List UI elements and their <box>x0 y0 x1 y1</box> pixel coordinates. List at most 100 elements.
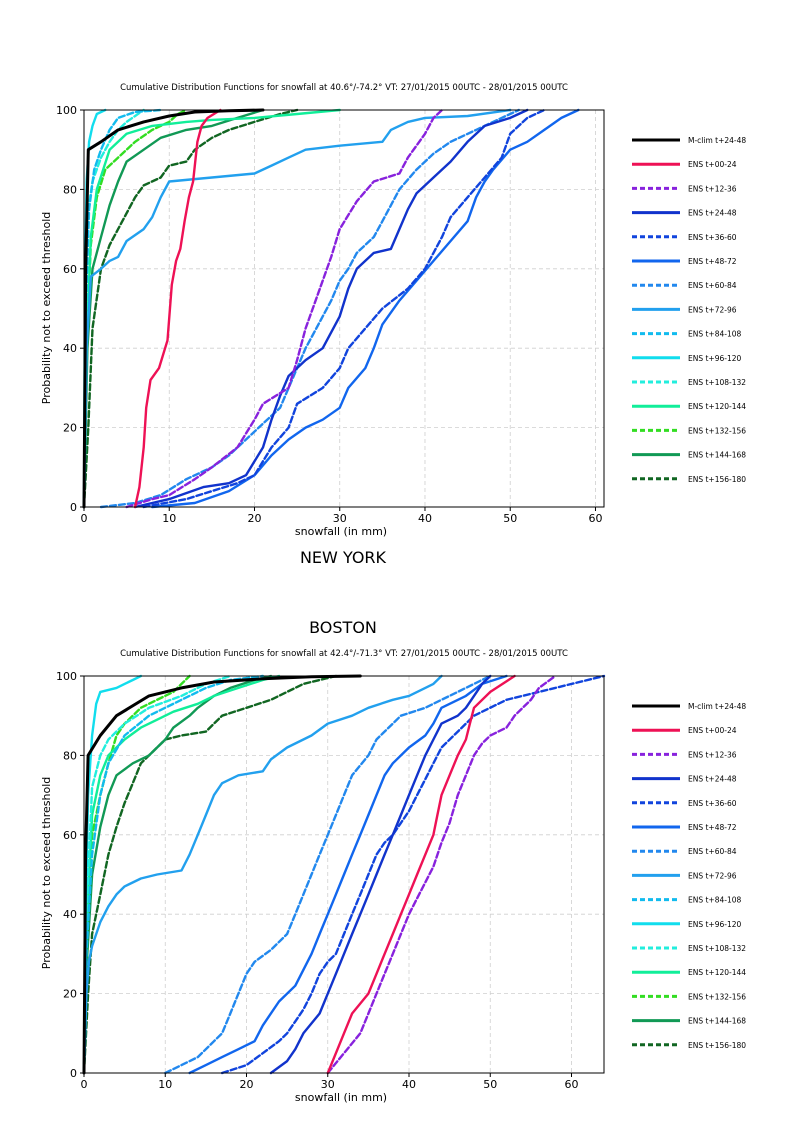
boston-y-tick-label: 100 <box>56 670 77 683</box>
new-york-legend-label: ENS t+156-180 <box>688 475 746 484</box>
new-york-x-tick-label: 0 <box>81 512 88 525</box>
new-york-legend-label: ENS t+96-120 <box>688 354 742 363</box>
boston-series-line <box>82 674 338 1075</box>
boston-legend-label: ENS t+36-60 <box>688 799 737 808</box>
new-york-series-line <box>82 108 145 509</box>
new-york-legend-label: ENS t+120-144 <box>688 402 746 411</box>
boston-legend-label: ENS t+132-156 <box>688 992 746 1001</box>
boston-legend-label: ENS t+96-120 <box>688 920 742 929</box>
new-york-location-label: NEW YORK <box>300 548 387 567</box>
boston-series-lines <box>82 674 606 1075</box>
new-york-series-line <box>82 108 299 509</box>
new-york-legend-label: ENS t+144-168 <box>688 451 746 460</box>
boston-legend: M-clim t+24-48 ENS t+00-24 ENS t+12-36 ENS … <box>632 702 746 1050</box>
boston-legend-label: ENS t+00-24 <box>688 726 737 735</box>
boston-series-line <box>269 674 492 1075</box>
boston-legend-label: ENS t+12-36 <box>688 750 737 759</box>
new-york-legend-label: M-clim t+24-48 <box>688 136 746 145</box>
boston-y-tick-label: 20 <box>63 988 77 1001</box>
boston-x-tick-label: 30 <box>321 1078 335 1091</box>
boston-series-line <box>82 674 362 1075</box>
new-york-series-line <box>151 108 580 509</box>
boston-legend-label: ENS t+48-72 <box>688 823 737 832</box>
boston-y-tick-label: 0 <box>70 1067 77 1080</box>
boston-legend-label: ENS t+60-84 <box>688 847 737 856</box>
new-york-series-line <box>133 108 529 509</box>
boston-legend-label: ENS t+72-96 <box>688 871 737 880</box>
boston-legend-label: ENS t+156-180 <box>688 1041 746 1050</box>
boston-axes: 0 10 20 30 40 50 60 0 20 40 60 80 100 <box>56 670 605 1091</box>
boston-y-axis-label: Probability not to exceed threshold <box>40 777 53 969</box>
new-york-legend-label: ENS t+108-132 <box>688 378 746 387</box>
boston-chart-title: Cumulative Distribution Functions for sn… <box>120 649 568 659</box>
new-york-y-tick-label: 60 <box>63 263 77 276</box>
boston-plot-frame <box>83 675 605 1074</box>
new-york-chart: Cumulative Distribution Functions for sn… <box>40 83 746 567</box>
new-york-axes: 0 10 20 30 40 50 60 0 20 40 60 80 100 <box>56 104 605 525</box>
new-york-series-line <box>99 108 520 509</box>
new-york-y-tick-label: 0 <box>70 501 77 514</box>
boston-x-tick-label: 50 <box>483 1078 497 1091</box>
boston-series-line <box>82 674 264 1075</box>
new-york-series-line <box>82 108 265 509</box>
boston-location-label: BOSTON <box>309 618 377 637</box>
boston-series-line <box>82 674 281 1075</box>
boston-series-line <box>326 674 557 1075</box>
boston-series-line <box>82 674 443 1075</box>
new-york-legend-label: ENS t+84-108 <box>688 330 742 339</box>
boston-x-tick-label: 60 <box>565 1078 579 1091</box>
boston-x-tick-label: 10 <box>158 1078 172 1091</box>
new-york-legend-label: ENS t+132-156 <box>688 426 746 435</box>
new-york-legend-label: ENS t+12-36 <box>688 184 737 193</box>
new-york-x-axis-label: snowfall (in mm) <box>295 525 387 538</box>
boston-y-tick-label: 40 <box>63 908 77 921</box>
new-york-series-line <box>82 108 265 509</box>
new-york-series-line <box>142 108 546 509</box>
new-york-gridlines <box>84 109 604 507</box>
boston-legend-label: ENS t+84-108 <box>688 896 742 905</box>
new-york-legend-label: ENS t+36-60 <box>688 233 737 242</box>
new-york-legend-label: ENS t+00-24 <box>688 160 737 169</box>
boston-series-line <box>326 674 516 1075</box>
new-york-y-tick-label: 100 <box>56 104 77 117</box>
boston-legend-label: M-clim t+24-48 <box>688 702 746 711</box>
boston-x-tick-label: 20 <box>240 1078 254 1091</box>
boston-series-line <box>82 674 273 1075</box>
boston-y-tick-label: 60 <box>63 829 77 842</box>
new-york-y-tick-label: 80 <box>63 183 77 196</box>
boston-series-line <box>220 674 606 1075</box>
new-york-series-lines <box>82 108 580 509</box>
boston-x-tick-label: 40 <box>402 1078 416 1091</box>
new-york-plot-frame <box>83 109 605 508</box>
boston-series-line <box>188 674 508 1075</box>
new-york-x-tick-label: 30 <box>333 512 347 525</box>
boston-legend-label: ENS t+24-48 <box>688 775 737 784</box>
new-york-legend-label: ENS t+24-48 <box>688 209 737 218</box>
new-york-y-axis-label: Probability not to exceed threshold <box>40 212 53 404</box>
boston-legend-label: ENS t+120-144 <box>688 968 746 977</box>
new-york-series-line <box>125 108 444 509</box>
new-york-x-tick-label: 20 <box>247 512 261 525</box>
new-york-x-tick-label: 50 <box>503 512 517 525</box>
new-york-y-tick-label: 20 <box>63 422 77 435</box>
new-york-legend-label: ENS t+48-72 <box>688 257 737 266</box>
new-york-legend-label: ENS t+60-84 <box>688 281 737 290</box>
new-york-x-tick-label: 40 <box>418 512 432 525</box>
new-york-chart-title: Cumulative Distribution Functions for sn… <box>120 83 568 93</box>
new-york-legend-label: ENS t+72-96 <box>688 305 737 314</box>
new-york-series-line <box>133 108 222 509</box>
boston-chart: BOSTON Cumulative Distribution Functions… <box>40 618 746 1104</box>
boston-x-axis-label: snowfall (in mm) <box>295 1091 387 1104</box>
boston-series-line <box>164 674 492 1075</box>
boston-y-tick-label: 80 <box>63 749 77 762</box>
new-york-x-tick-label: 60 <box>588 512 602 525</box>
boston-legend-label: ENS t+108-132 <box>688 944 746 953</box>
boston-x-tick-label: 0 <box>81 1078 88 1091</box>
boston-legend-label: ENS t+144-168 <box>688 1017 746 1026</box>
new-york-series-line <box>82 108 341 509</box>
new-york-x-tick-label: 10 <box>162 512 176 525</box>
new-york-y-tick-label: 40 <box>63 342 77 355</box>
new-york-legend: M-clim t+24-48 ENS t+00-24 ENS t+12-36 ENS … <box>632 136 746 484</box>
